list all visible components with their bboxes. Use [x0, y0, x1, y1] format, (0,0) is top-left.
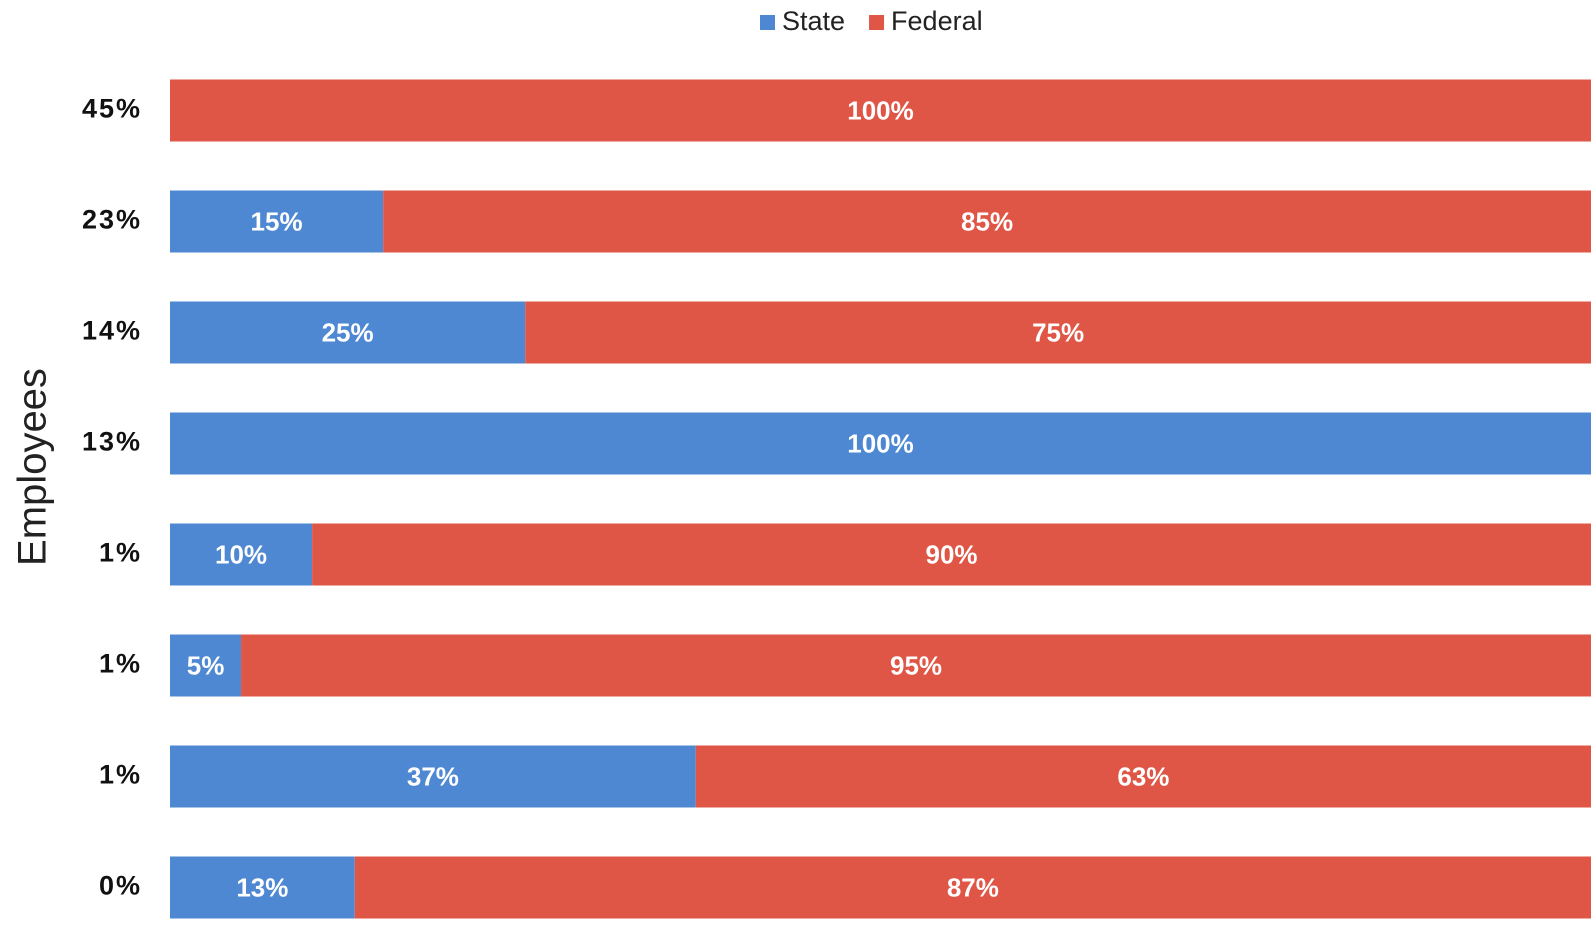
data-label: 87% [947, 872, 999, 902]
bar-segment [695, 745, 1591, 808]
bar-segment [170, 634, 242, 697]
y-tick-label: 14% [82, 316, 142, 346]
legend-swatch [869, 15, 885, 30]
data-label: 13% [236, 872, 288, 902]
data-label: 10% [215, 539, 267, 569]
legend-label: State [782, 6, 845, 36]
legend-swatch [760, 15, 775, 30]
data-label: 100% [847, 428, 914, 458]
bar-segment [170, 190, 384, 253]
data-label: 63% [1117, 761, 1169, 791]
y-axis-title: Employees [11, 368, 55, 566]
bar-segment [525, 301, 1591, 364]
y-tick-label: 0% [99, 871, 142, 901]
data-label: 37% [407, 761, 459, 791]
bar-segment [312, 523, 1591, 586]
bar-segment [354, 856, 1591, 919]
y-tick-label: 1% [99, 538, 142, 568]
bar-segment [170, 301, 526, 364]
data-label: 95% [890, 650, 942, 680]
y-tick-label: 13% [82, 427, 142, 457]
bar-segment [170, 745, 696, 808]
bar-segment [383, 190, 1591, 253]
legend-label: Federal [891, 6, 983, 36]
y-tick-label: 1% [99, 760, 142, 790]
data-label: 5% [187, 650, 225, 680]
y-tick-label: 23% [82, 205, 142, 235]
bar-segment [170, 412, 1591, 475]
data-label: 15% [251, 206, 303, 236]
data-label: 100% [847, 95, 914, 125]
bar-segment [241, 634, 1591, 697]
y-tick-label: 45% [82, 94, 142, 124]
data-label: 75% [1032, 317, 1084, 347]
data-label: 90% [926, 539, 978, 569]
data-label: 25% [322, 317, 374, 347]
bar-segment [170, 79, 1591, 142]
y-tick-label: 1% [99, 649, 142, 679]
bar-segment [170, 523, 313, 586]
data-label: 85% [961, 206, 1013, 236]
bar-segment [170, 856, 355, 919]
